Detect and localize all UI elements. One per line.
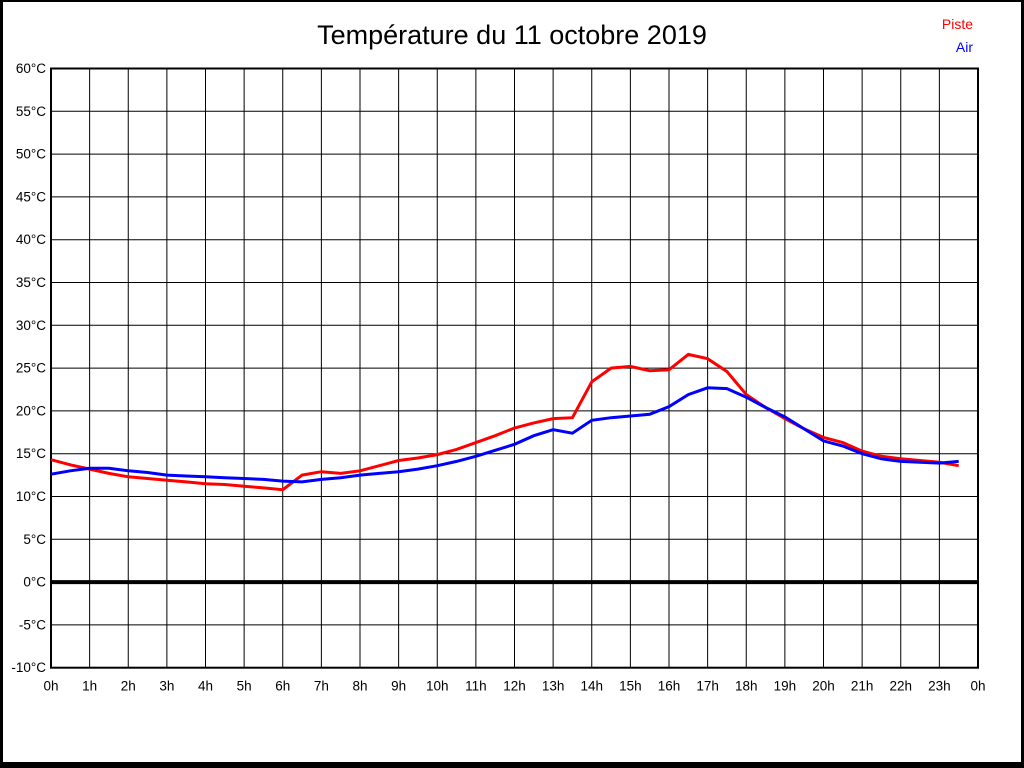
svg-text:30°C: 30°C bbox=[16, 318, 46, 333]
svg-text:23h: 23h bbox=[928, 679, 951, 694]
svg-text:15°C: 15°C bbox=[16, 446, 46, 461]
svg-text:60°C: 60°C bbox=[16, 61, 46, 76]
svg-text:13h: 13h bbox=[542, 679, 565, 694]
svg-text:0h: 0h bbox=[970, 679, 985, 694]
svg-text:10°C: 10°C bbox=[16, 489, 46, 504]
svg-text:6h: 6h bbox=[275, 679, 290, 694]
svg-text:14h: 14h bbox=[580, 679, 603, 694]
svg-text:25°C: 25°C bbox=[16, 361, 46, 376]
y-axis-labels: 60°C 55°C 50°C 45°C 40°C 35°C 30°C 25°C 20°C 15°C… bbox=[11, 61, 46, 675]
legend-item-air: Air bbox=[955, 39, 973, 55]
svg-text:45°C: 45°C bbox=[16, 189, 46, 204]
svg-text:21h: 21h bbox=[851, 679, 874, 694]
svg-text:50°C: 50°C bbox=[16, 147, 46, 162]
svg-text:1h: 1h bbox=[82, 679, 97, 694]
svg-text:3h: 3h bbox=[159, 679, 174, 694]
piste-line bbox=[50, 352, 959, 492]
svg-text:0°C: 0°C bbox=[23, 575, 46, 590]
svg-text:19h: 19h bbox=[774, 679, 797, 694]
svg-text:40°C: 40°C bbox=[16, 232, 46, 247]
svg-text:18h: 18h bbox=[735, 679, 758, 694]
svg-text:20h: 20h bbox=[812, 679, 835, 694]
svg-text:9h: 9h bbox=[391, 679, 406, 694]
temperature-line-chart: 60°C 55°C 50°C 45°C 40°C 35°C 30°C 25°C 20°C 15°C… bbox=[11, 61, 985, 694]
svg-text:0h: 0h bbox=[43, 679, 58, 694]
air-line bbox=[50, 386, 959, 484]
chart-legend: Piste Air bbox=[942, 13, 973, 59]
svg-text:20°C: 20°C bbox=[16, 403, 46, 418]
svg-text:8h: 8h bbox=[352, 679, 367, 694]
svg-text:5°C: 5°C bbox=[23, 532, 46, 547]
svg-text:-10°C: -10°C bbox=[11, 660, 46, 675]
svg-text:11h: 11h bbox=[465, 679, 487, 694]
svg-text:17h: 17h bbox=[696, 679, 719, 694]
grid-lines bbox=[50, 68, 979, 669]
svg-text:7h: 7h bbox=[314, 679, 329, 694]
legend-item-piste: Piste bbox=[941, 16, 973, 32]
svg-text:-5°C: -5°C bbox=[19, 617, 46, 632]
svg-text:16h: 16h bbox=[658, 679, 681, 694]
page-title: Température du 11 octobre 2019 bbox=[317, 20, 707, 50]
svg-text:55°C: 55°C bbox=[16, 104, 46, 119]
svg-text:35°C: 35°C bbox=[16, 275, 46, 290]
svg-text:10h: 10h bbox=[426, 679, 449, 694]
x-axis-labels: 0h 1h 2h 3h 4h 5h 6h 7h 8h 9h 10h 11h 12h 13h 14h 15h 16… bbox=[43, 679, 985, 694]
svg-text:5h: 5h bbox=[237, 679, 252, 694]
svg-text:4h: 4h bbox=[198, 679, 213, 694]
plot-border bbox=[50, 67, 979, 669]
svg-text:12h: 12h bbox=[503, 679, 526, 694]
svg-text:22h: 22h bbox=[889, 679, 912, 694]
svg-text:2h: 2h bbox=[121, 679, 136, 694]
svg-text:15h: 15h bbox=[619, 679, 642, 694]
